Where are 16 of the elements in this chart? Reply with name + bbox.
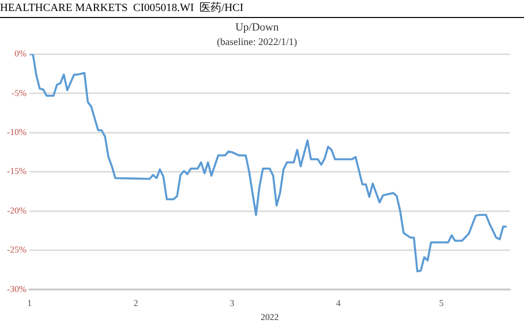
y-tick-label: -25%: [6, 244, 27, 255]
chart-subtitle: (baseline: 2022/1/1): [216, 36, 298, 48]
y-tick-label: -5%: [11, 88, 27, 98]
chart-title: Up/Down: [235, 21, 280, 34]
x-tick-label: 3: [230, 298, 235, 308]
y-tick-label: 0%: [14, 48, 27, 59]
x-tick-label: 1: [27, 298, 32, 308]
y-tick-label: -10%: [6, 126, 27, 137]
x-tick-label: 5: [439, 298, 444, 308]
y-tick-label: -15%: [6, 166, 27, 176]
x-tick-label: 2: [134, 298, 138, 308]
text: HEALTHCARE MARKETS CI005018.WI 医药/HCI: [0, 0, 524, 18]
x-tick-label: 4: [336, 298, 342, 308]
y-tick-label: -30%: [6, 284, 27, 294]
x-axis-title: 2022: [260, 312, 279, 322]
y-tick-label: -20%: [6, 205, 27, 216]
